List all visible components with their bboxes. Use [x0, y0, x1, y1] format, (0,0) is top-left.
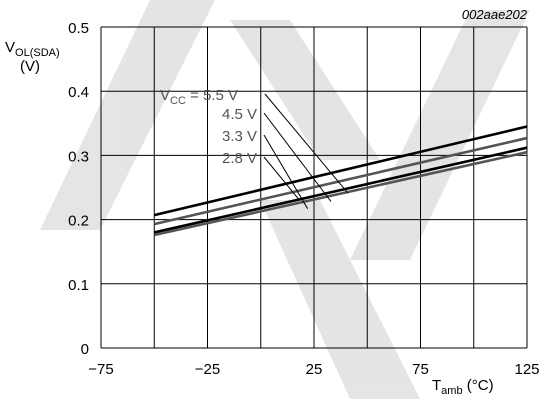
y-axis-title: VOL(SDA): [5, 39, 60, 59]
x-tick-label: −75: [88, 361, 113, 378]
annotation-leader: [263, 156, 300, 201]
y-tick-label: 0: [81, 341, 89, 358]
annotation-label: 2.8 V: [222, 150, 257, 167]
annotations: VCC = 5.5 V4.5 V3.3 V2.8 V: [160, 87, 257, 167]
y-tick-label: 0.1: [68, 277, 89, 294]
annotation-leaders: [263, 93, 349, 209]
series-line: [153, 125, 528, 217]
annotation-label: 4.5 V: [222, 106, 257, 123]
y-tick-label: 0.2: [68, 213, 89, 230]
watermark: [40, 0, 530, 399]
annotation-leader: [264, 93, 349, 194]
annotation-label: 3.3 V: [222, 128, 257, 145]
x-axis-title-unit: (°C): [463, 377, 494, 394]
y-tick-label: 0.5: [68, 20, 89, 37]
y-axis-unit: (V): [20, 58, 40, 75]
annotation-prefix: V: [160, 87, 170, 104]
grid: [100, 26, 528, 349]
x-tick-label: −25: [195, 361, 220, 378]
y-axis-title-sub: OL(SDA): [15, 47, 60, 59]
series-line: [153, 150, 528, 237]
x-axis-title-sub: amb: [441, 385, 462, 397]
x-tick-label: 25: [306, 361, 323, 378]
x-axis-title: Tamb (°C): [432, 377, 494, 397]
y-tick-label: 0.3: [68, 148, 89, 165]
annotation-leader: [263, 134, 309, 209]
x-tick-labels: −75 −25 25 75 125: [88, 361, 539, 378]
annotation-sub: CC: [170, 95, 186, 107]
x-axis-title-main: T: [432, 377, 441, 394]
y-tick-label: 0.4: [68, 84, 89, 101]
x-tick-label: 125: [514, 361, 539, 378]
x-tick-label: 75: [412, 361, 429, 378]
figure-code: 002aae202: [462, 7, 528, 22]
annotation-leader: [263, 112, 332, 202]
y-tick-labels: 0 0.1 0.2 0.3 0.4 0.5: [68, 20, 89, 358]
series-line: [153, 136, 528, 226]
annotation-label: VCC = 5.5 V: [160, 87, 238, 107]
y-axis-title-main: V: [5, 39, 15, 56]
series-lines: [153, 125, 528, 237]
series-line: [153, 146, 528, 234]
annotation-value: = 5.5 V: [186, 87, 238, 104]
